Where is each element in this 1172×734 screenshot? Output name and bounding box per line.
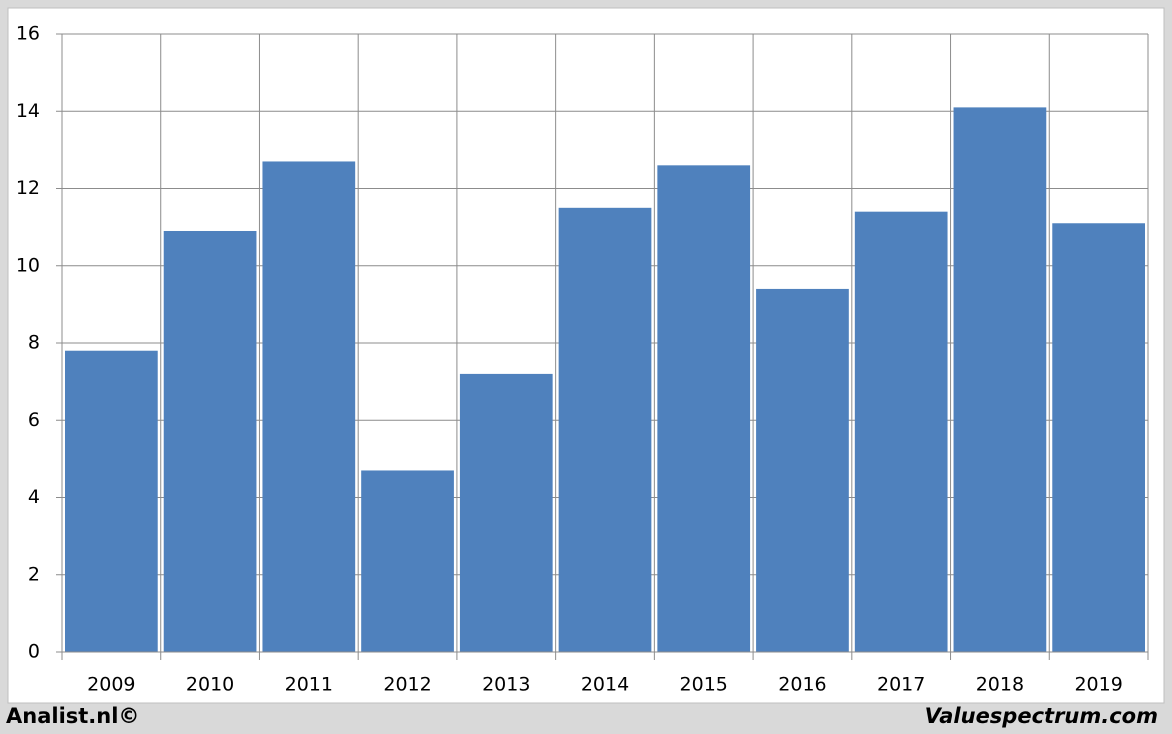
bar [163,230,257,653]
x-tick-label: 2014 [581,674,629,696]
x-tick-label: 2011 [285,674,333,696]
footer-left: Analist.nl© [6,704,139,728]
y-tick-label: 6 [28,409,40,431]
bar [953,107,1047,652]
x-tick-label: 2009 [87,674,135,696]
footer-right: Valuespectrum.com [925,704,1158,728]
y-tick-label: 10 [16,254,40,276]
bar [756,288,849,652]
bar [361,470,454,652]
x-tick-label: 2012 [383,674,431,696]
y-tick-label: 8 [28,332,40,354]
bar [854,211,948,653]
bar [1052,223,1145,652]
y-tick-label: 14 [16,100,40,122]
x-tick-label: 2018 [976,674,1024,696]
x-tick-label: 2019 [1074,674,1122,696]
x-tick-label: 2015 [680,674,728,696]
x-tick-label: 2010 [186,674,234,696]
y-tick-label: 16 [16,23,40,45]
y-tick-label: 12 [16,177,40,199]
bar [657,165,751,652]
y-tick-label: 2 [28,563,40,585]
bar [459,373,553,652]
y-tick-label: 4 [28,486,40,508]
y-tick-label: 0 [28,641,40,663]
bar [558,207,652,652]
x-tick-label: 2016 [778,674,826,696]
x-tick-label: 2017 [877,674,925,696]
bar [262,161,356,652]
x-tick-label: 2013 [482,674,530,696]
bar [65,350,158,652]
